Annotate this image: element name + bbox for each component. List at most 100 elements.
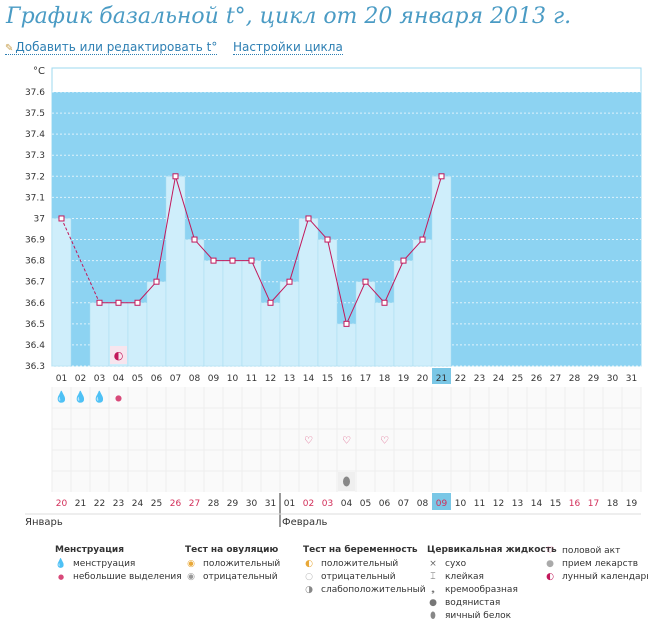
y-tick-label: 37.2 (25, 172, 45, 182)
date-label: 08 (417, 499, 429, 509)
legend-item: кремообразная (445, 585, 518, 595)
date-label: 31 (265, 499, 276, 509)
temperature-point (286, 278, 293, 285)
y-tick-label: 36.8 (25, 257, 45, 267)
temperature-bar (336, 323, 357, 367)
y-tick-label: 36.6 (25, 299, 45, 309)
date-label: 14 (531, 499, 543, 509)
date-label: 27 (189, 499, 200, 509)
temperature-point (343, 320, 350, 327)
y-tick-label: 37.3 (25, 151, 45, 161)
date-label: 23 (113, 499, 124, 509)
today-marker (432, 368, 451, 384)
temperature-point (58, 215, 65, 222)
dry-icon: × (429, 559, 437, 569)
legend-item: сухо (445, 559, 467, 569)
legend-cervical-title: Цервикальная жидкость (427, 545, 557, 555)
day-number-label: 15 (322, 374, 333, 384)
temperature-line-segment (422, 176, 442, 240)
month-label: Январь (25, 517, 63, 528)
legend-pregnancy: Тест на беременность ◐ положительный ○ отр… (303, 545, 426, 597)
temperature-line-segment (251, 260, 271, 303)
temperature-line-segment (61, 218, 100, 303)
day-number-label: 23 (474, 374, 485, 384)
legend-item: клейкая (445, 572, 484, 582)
lunar-cell (110, 346, 127, 364)
temperature-point (419, 236, 426, 243)
cycle-settings-link[interactable]: Настройки цикла (233, 40, 343, 55)
temperature-bar (317, 239, 338, 367)
temperature-bar (279, 281, 300, 367)
temperature-bar (203, 260, 224, 367)
date-label: 05 (360, 499, 371, 509)
day-number-label: 16 (341, 374, 353, 384)
egg-white-icon (343, 476, 350, 487)
edit-temperature-link[interactable]: ✎ Добавить или редактировать t° (5, 40, 218, 55)
legend-item: водянистая (445, 598, 501, 608)
temperature-line-segment (384, 260, 404, 303)
creamy-icon: ❟ (431, 585, 435, 595)
y-tick-label: 37.6 (25, 88, 45, 98)
pregnancy-positive-icon: ◐ (305, 559, 313, 569)
temperature-bar (431, 176, 452, 367)
pregnancy-weak-icon: ◑ (305, 585, 313, 595)
legend-item: небольшие выделения (73, 572, 182, 582)
egg-white-icon: ⬮ (430, 611, 436, 621)
day-number-label: 09 (208, 374, 220, 384)
page-title: График базальной t°, цикл от 20 января 2… (6, 4, 572, 29)
temperature-point (400, 257, 407, 264)
temperature-line-segment (137, 281, 157, 304)
legend-pregnancy-title: Тест на беременность (303, 545, 418, 555)
legend-menstruation: Менструация 💧 менструация ● небольшие выде… (55, 545, 182, 584)
temperature-point (438, 173, 445, 180)
temperature-line-segment (270, 281, 290, 304)
pencil-icon: ✎ (5, 43, 14, 54)
temperature-point (267, 299, 274, 306)
day-number-label: 06 (151, 374, 163, 384)
temperature-line-segment (156, 176, 176, 282)
y-tick-label: 36.4 (25, 341, 45, 351)
temperature-bar (184, 239, 205, 367)
temperature-point (248, 257, 255, 264)
legend-item: менструация (73, 559, 136, 569)
day-number-label: 05 (132, 374, 143, 384)
date-label: 28 (208, 499, 220, 509)
temperature-line-segment (194, 239, 214, 261)
day-number-label: 27 (550, 374, 561, 384)
date-label: 20 (56, 499, 68, 509)
date-label: 29 (227, 499, 239, 509)
day-number-label: 02 (75, 374, 86, 384)
legend-item: яичный белок (445, 611, 512, 621)
date-label: 15 (550, 499, 561, 509)
legend-other: ♡ половой акт ● прием лекарств ◐ лунный кал… (544, 545, 648, 584)
date-label: 24 (132, 499, 144, 509)
temperature-line-segment (327, 239, 347, 324)
y-tick-label: 36.3 (25, 362, 45, 372)
day-number-label: 08 (189, 374, 201, 384)
legend-item: прием лекарств (562, 559, 639, 569)
legend-item: слабоположительный (321, 585, 426, 595)
day-number-label: 25 (512, 374, 523, 384)
legend-item: положительный (321, 559, 399, 569)
sticky-icon: ⌶ (430, 572, 436, 582)
menstruation-heavy-icon: 💧 (55, 391, 69, 404)
y-tick-label: 36.5 (25, 320, 45, 330)
temperature-line-segment (289, 218, 309, 282)
day-number-label: 04 (113, 374, 125, 384)
ovulation-positive-icon: ◉ (187, 559, 195, 569)
day-number-label: 18 (379, 374, 391, 384)
day-number-label: 26 (531, 374, 543, 384)
y-tick-label: 37.1 (25, 193, 45, 203)
date-label: 26 (170, 499, 182, 509)
temperature-line-segment (365, 281, 385, 304)
date-label: 12 (493, 499, 504, 509)
temperature-line-segment (403, 239, 423, 261)
drop-light-icon: ● (57, 573, 65, 581)
day-number-label: 28 (569, 374, 581, 384)
day-number-label: 07 (170, 374, 181, 384)
date-label: 06 (379, 499, 391, 509)
heart-icon: ♡ (545, 546, 555, 556)
day-number-label: 29 (588, 374, 600, 384)
date-label: 21 (75, 499, 86, 509)
temperature-point (305, 215, 312, 222)
